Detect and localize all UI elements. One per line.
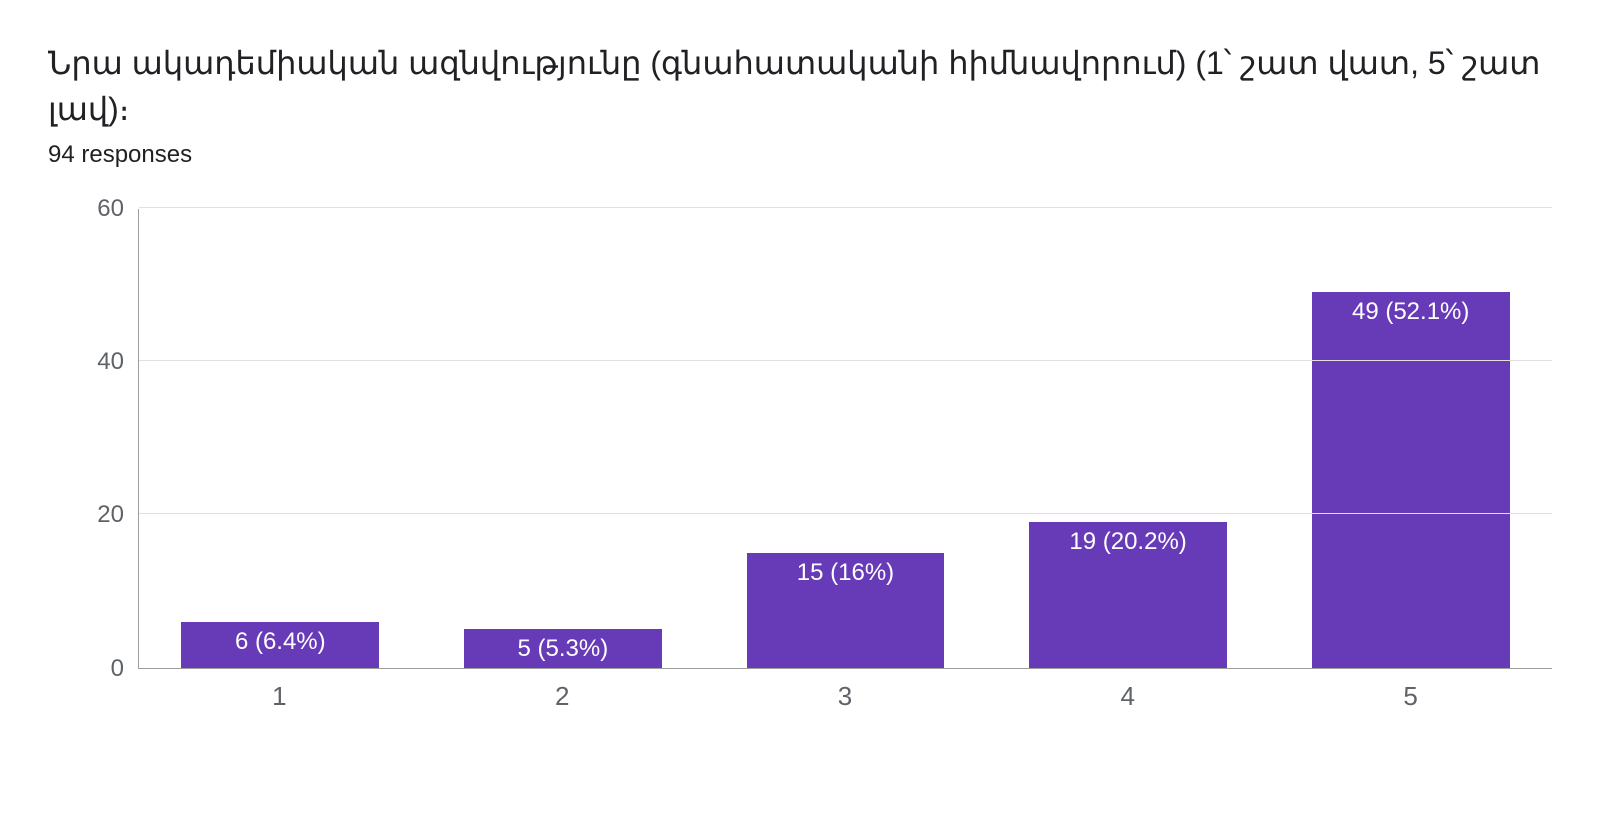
response-count: 94 responses xyxy=(48,141,1552,169)
bar-slot: 5 (5.3%) xyxy=(422,209,705,668)
y-tick: 0 xyxy=(111,655,124,683)
bar-value-label: 5 (5.3%) xyxy=(518,635,609,663)
bar-slot: 19 (20.2%) xyxy=(987,209,1270,668)
bar: 5 (5.3%) xyxy=(464,629,662,667)
chart-container: Նրա ակադեմիական ազնվությունը (գնահատական… xyxy=(0,0,1600,813)
bar: 6 (6.4%) xyxy=(181,622,379,668)
bar: 49 (52.1%) xyxy=(1312,292,1510,668)
grid-line xyxy=(139,513,1552,514)
bar-value-label: 49 (52.1%) xyxy=(1352,298,1469,326)
grid-line xyxy=(139,207,1552,208)
bar-slot: 6 (6.4%) xyxy=(139,209,422,668)
chart-title: Նրա ակադեմիական ազնվությունը (գնահատական… xyxy=(48,40,1552,133)
x-axis: 12345 xyxy=(138,681,1552,712)
y-axis: 60 40 20 0 xyxy=(48,195,138,683)
bar: 15 (16%) xyxy=(747,553,945,668)
x-tick: 2 xyxy=(421,681,704,712)
y-tick: 20 xyxy=(97,501,124,529)
bar-value-label: 6 (6.4%) xyxy=(235,628,326,656)
bar-value-label: 19 (20.2%) xyxy=(1069,528,1186,556)
plot-area: 6 (6.4%) 5 (5.3%) 15 (16%) 19 (20.2%) 49 (52… xyxy=(138,209,1552,669)
y-tick: 40 xyxy=(97,348,124,376)
x-tick: 1 xyxy=(138,681,421,712)
bar-slot: 49 (52.1%) xyxy=(1269,209,1552,668)
plot-column: 6 (6.4%) 5 (5.3%) 15 (16%) 19 (20.2%) 49 (52… xyxy=(138,209,1552,712)
bar-slot: 15 (16%) xyxy=(704,209,987,668)
x-tick: 5 xyxy=(1269,681,1552,712)
bars-group: 6 (6.4%) 5 (5.3%) 15 (16%) 19 (20.2%) 49 (52… xyxy=(139,209,1552,668)
x-tick: 3 xyxy=(704,681,987,712)
bar-value-label: 15 (16%) xyxy=(797,559,894,587)
y-tick: 60 xyxy=(97,195,124,223)
chart-wrapper: 60 40 20 0 6 (6.4%)5 (5.3%)15 (16%)19 (2… xyxy=(48,209,1552,712)
bar: 19 (20.2%) xyxy=(1029,522,1227,668)
x-tick: 4 xyxy=(986,681,1269,712)
grid-line xyxy=(139,360,1552,361)
